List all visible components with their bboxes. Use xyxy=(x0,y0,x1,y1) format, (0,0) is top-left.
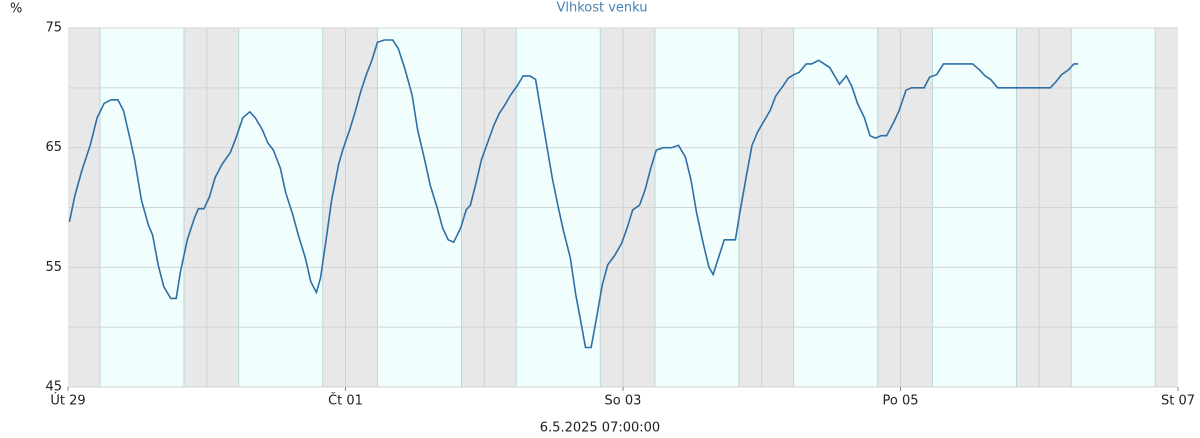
y-tick-label: 75 xyxy=(45,21,62,36)
x-tick-label: Čt 01 xyxy=(328,393,363,409)
y-tick-label: 65 xyxy=(45,140,62,155)
y-tick-label: 55 xyxy=(45,260,62,275)
y-axis-label: % xyxy=(10,2,22,17)
x-tick-label: Po 05 xyxy=(882,394,918,409)
timestamp: 6.5.2025 07:00:00 xyxy=(540,421,660,436)
x-tick-label: St 07 xyxy=(1161,394,1195,409)
y-tick-label: 45 xyxy=(45,380,62,395)
data-line xyxy=(68,39,1079,349)
x-tick-label: So 03 xyxy=(605,394,642,409)
x-tick-label: Út 29 xyxy=(50,393,85,409)
chart-title: Vlhkost venku xyxy=(556,1,647,16)
